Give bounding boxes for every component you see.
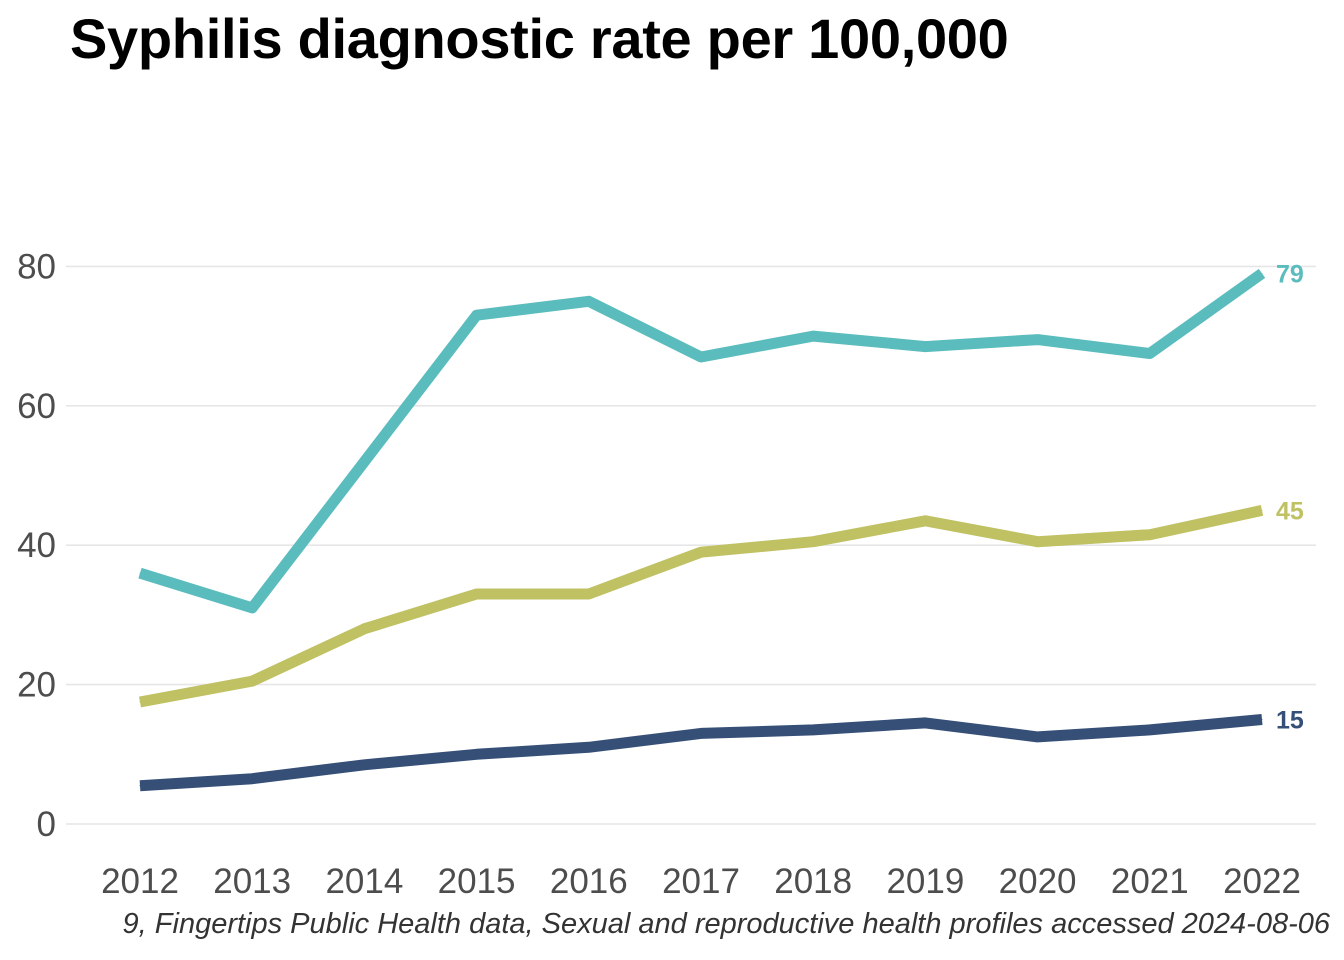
data-point xyxy=(1261,509,1263,511)
series-lines xyxy=(138,268,1266,792)
x-tick-label: 2018 xyxy=(774,862,852,901)
x-tick-label: 2014 xyxy=(325,862,403,901)
data-point xyxy=(139,572,141,574)
data-point xyxy=(476,314,478,316)
data-point xyxy=(700,356,702,358)
data-point xyxy=(1037,736,1039,738)
data-point xyxy=(1261,718,1263,720)
x-tick-label: 2020 xyxy=(999,862,1077,901)
x-axis: 2012 2013 2014 2015 2016 2017 2018 2019 2020 2021… xyxy=(101,862,1301,901)
data-point xyxy=(1037,541,1039,543)
data-point xyxy=(139,785,141,787)
source-caption: 9, Fingertips Public Health data, Sexual… xyxy=(122,908,1330,940)
end-labels: 79 45 15 xyxy=(1276,260,1304,734)
data-point xyxy=(700,732,702,734)
data-point xyxy=(588,300,590,302)
series-line-3 xyxy=(139,714,1263,792)
x-tick-label: 2015 xyxy=(438,862,516,901)
end-value-label: 79 xyxy=(1276,260,1304,288)
data-point xyxy=(363,461,365,463)
data-point xyxy=(812,541,814,543)
data-point xyxy=(924,722,926,724)
end-value-label: 15 xyxy=(1276,706,1304,734)
y-tick-label: 40 xyxy=(17,526,56,565)
data-point xyxy=(924,346,926,348)
x-tick-label: 2021 xyxy=(1111,862,1189,901)
data-point xyxy=(251,607,253,609)
x-tick-label: 2013 xyxy=(213,862,291,901)
data-point xyxy=(476,593,478,595)
data-point xyxy=(363,628,365,630)
data-point xyxy=(1149,534,1151,536)
data-point xyxy=(588,593,590,595)
data-point xyxy=(812,729,814,731)
data-point xyxy=(1037,339,1039,341)
chart-title: Syphilis diagnostic rate per 100,000 xyxy=(70,7,1009,70)
data-point xyxy=(812,335,814,337)
data-point xyxy=(363,764,365,766)
data-point xyxy=(251,778,253,780)
x-tick-label: 2017 xyxy=(662,862,740,901)
x-tick-label: 2019 xyxy=(886,862,964,901)
y-tick-label: 20 xyxy=(17,666,56,705)
data-point xyxy=(1261,272,1263,274)
data-point xyxy=(139,701,141,703)
data-point xyxy=(700,551,702,553)
gridlines xyxy=(66,265,1316,825)
data-point xyxy=(476,753,478,755)
data-point xyxy=(588,746,590,748)
x-tick-label: 2022 xyxy=(1223,862,1301,901)
y-tick-label: 60 xyxy=(17,387,56,426)
data-point xyxy=(251,680,253,682)
y-axis: 0 20 40 60 80 xyxy=(17,247,56,844)
x-tick-label: 2012 xyxy=(101,862,179,901)
data-point xyxy=(1149,353,1151,355)
data-point xyxy=(924,520,926,522)
data-point xyxy=(1149,729,1151,731)
y-tick-label: 80 xyxy=(17,247,56,286)
x-tick-label: 2016 xyxy=(550,862,628,901)
end-value-label: 45 xyxy=(1276,497,1304,525)
y-tick-label: 0 xyxy=(37,805,56,844)
